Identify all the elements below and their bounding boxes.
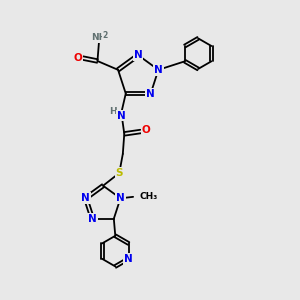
Text: N: N	[124, 254, 133, 264]
Text: O: O	[141, 125, 150, 135]
Text: H: H	[109, 107, 116, 116]
Text: N: N	[117, 111, 126, 121]
Text: 2: 2	[103, 31, 108, 40]
Text: N: N	[116, 193, 125, 203]
Text: N: N	[88, 214, 97, 224]
Text: N: N	[146, 88, 155, 98]
Text: N: N	[81, 193, 90, 203]
Text: CH₃: CH₃	[139, 192, 157, 201]
Text: S: S	[116, 168, 123, 178]
Text: N: N	[154, 65, 163, 75]
Text: N: N	[134, 50, 142, 60]
Text: NH: NH	[91, 33, 106, 42]
Text: O: O	[73, 53, 82, 63]
